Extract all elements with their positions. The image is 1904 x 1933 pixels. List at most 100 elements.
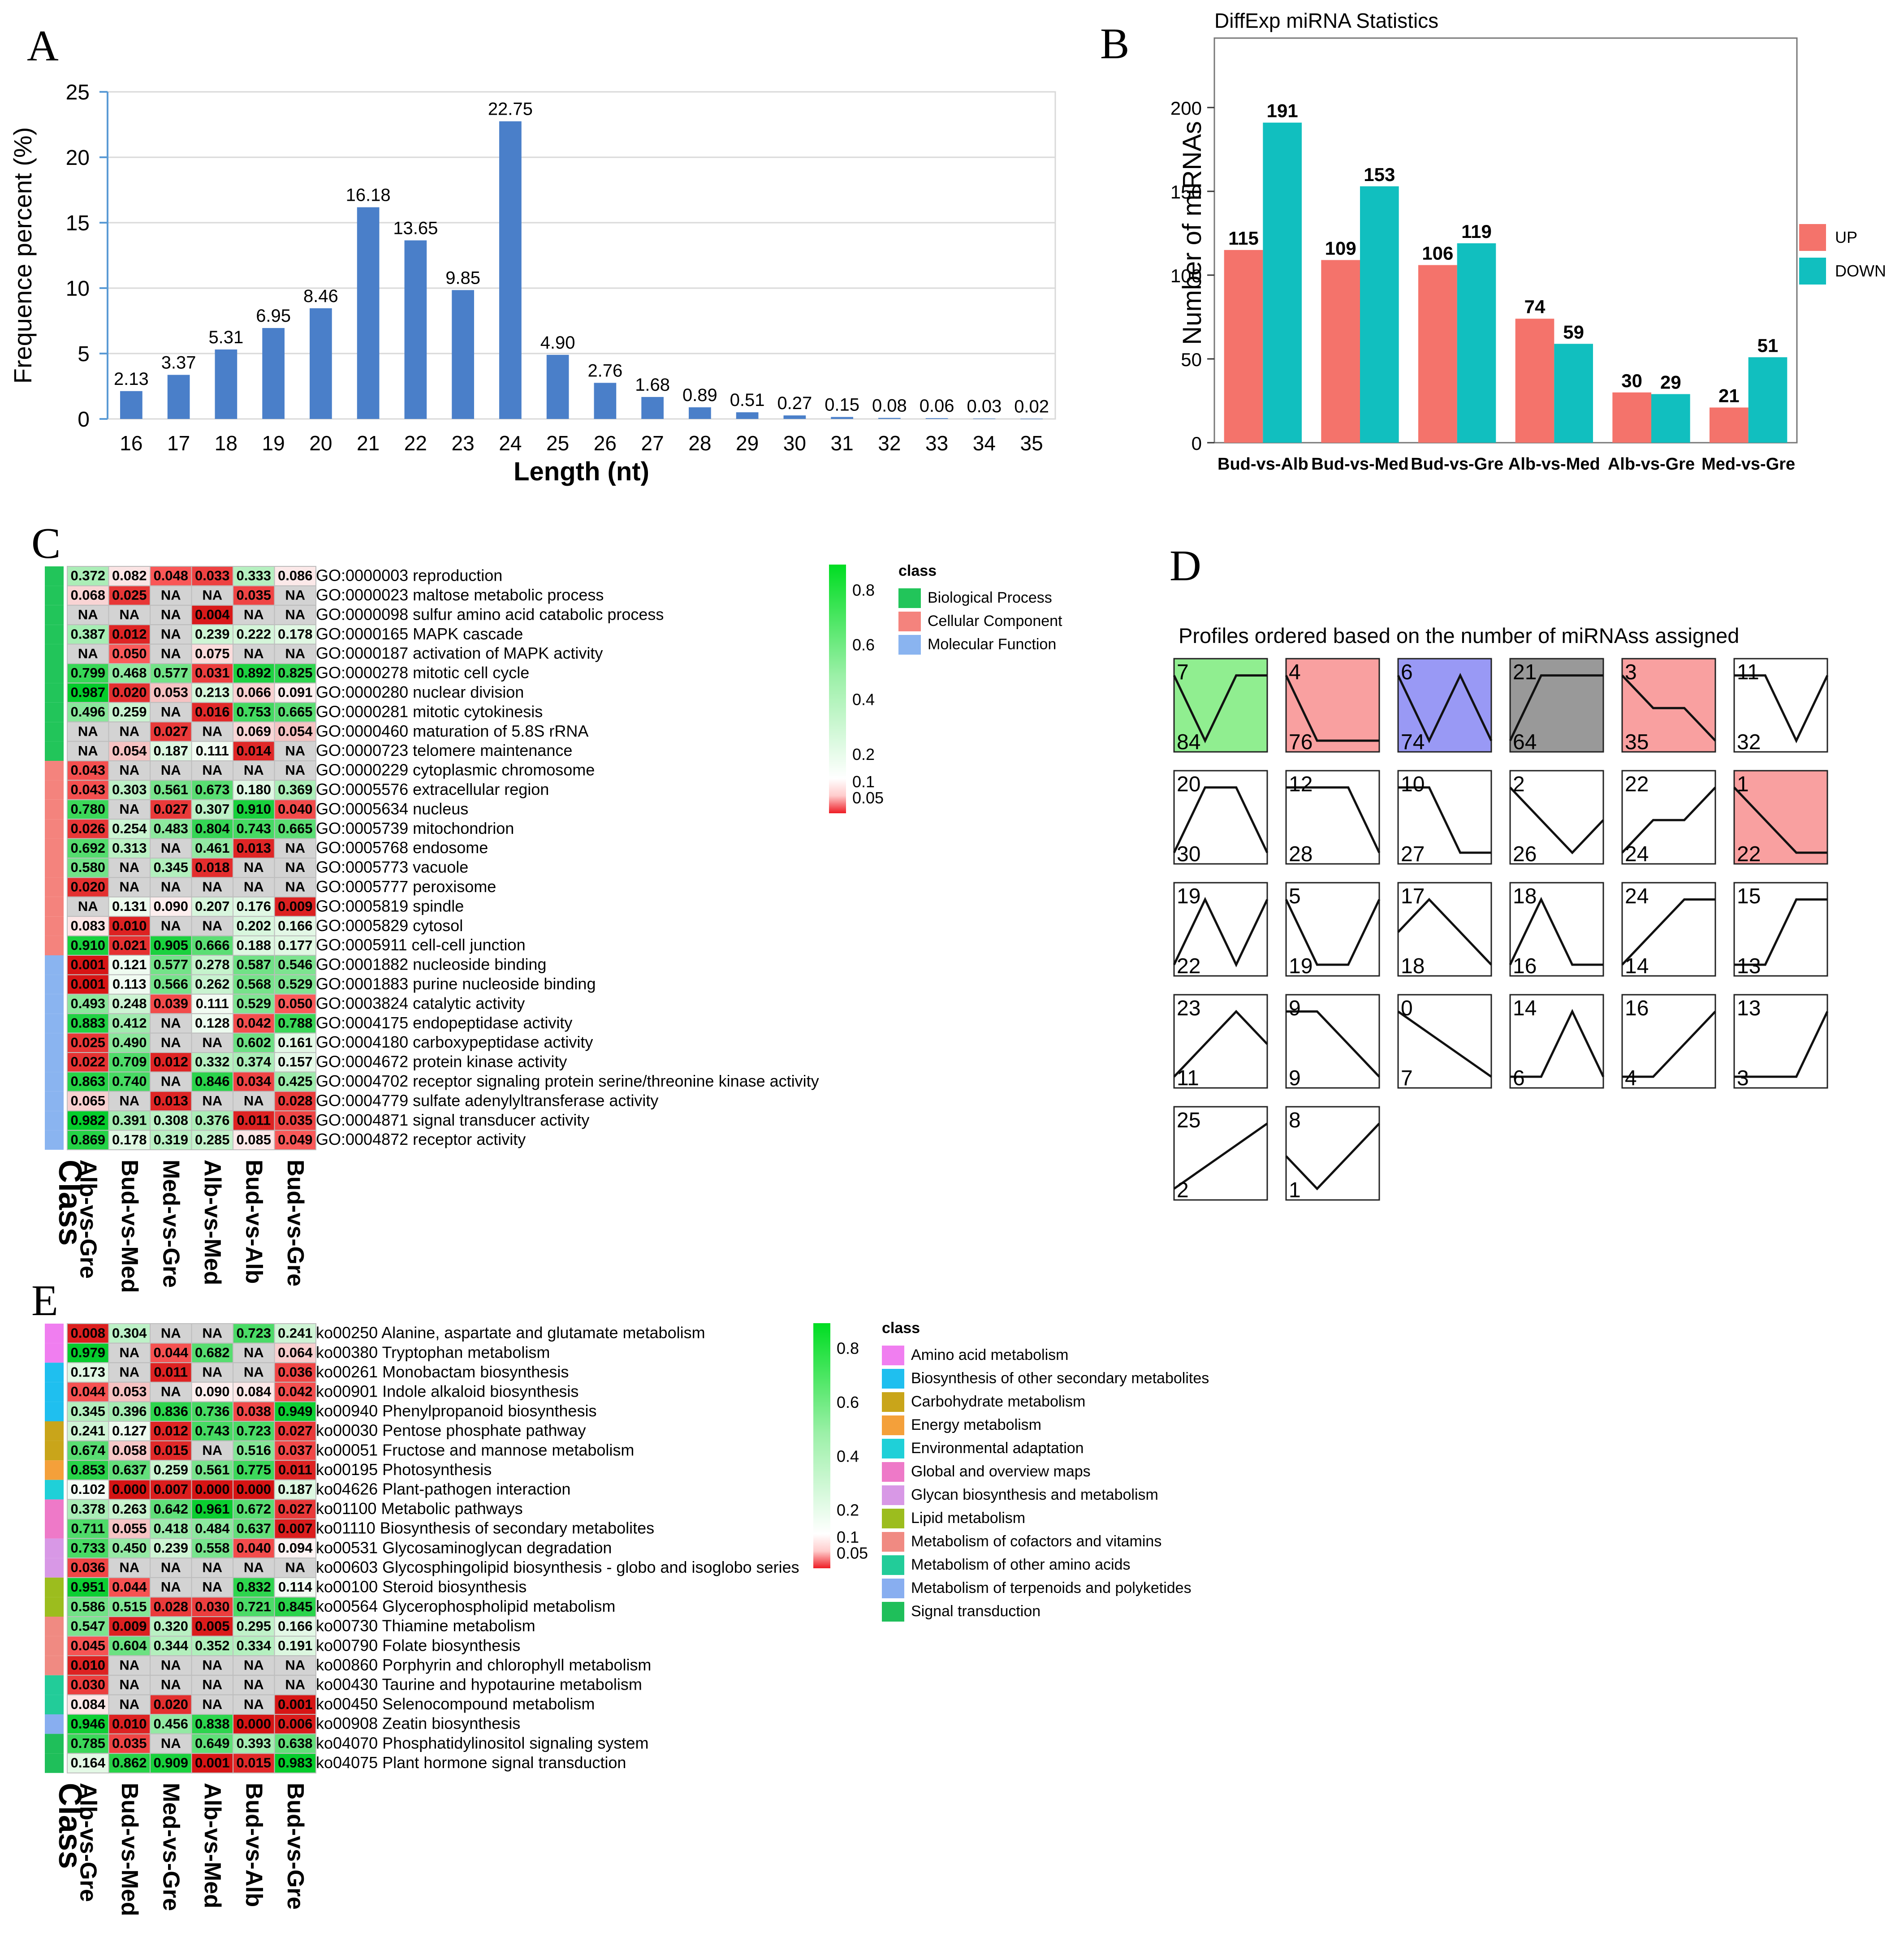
heat-cell xyxy=(191,1013,233,1034)
cell-value: 0.883 xyxy=(70,1015,105,1031)
cell-value: NA xyxy=(161,918,181,933)
panel-label-b: B xyxy=(1100,20,1129,68)
heat-cell xyxy=(67,721,109,742)
heat-cell xyxy=(191,566,233,587)
panel-label-e: E xyxy=(31,1277,58,1325)
class-cell xyxy=(45,566,64,586)
cell-value: NA xyxy=(285,840,305,856)
cell-value: 0.040 xyxy=(236,1540,271,1556)
cell-value: NA xyxy=(244,762,264,778)
heat-cell xyxy=(274,838,316,859)
profile-id: 19 xyxy=(1177,885,1200,908)
class-cell xyxy=(45,1402,64,1421)
cell-value: 0.040 xyxy=(278,801,313,817)
row-label: GO:0004672 protein kinase activity xyxy=(316,1053,567,1071)
cell-value: NA xyxy=(161,1325,181,1341)
cell-value: 0.091 xyxy=(278,685,313,700)
class-cell xyxy=(45,877,64,897)
heat-cell xyxy=(67,1071,109,1092)
heat-cell xyxy=(67,1362,109,1383)
heat-cell xyxy=(108,974,151,995)
heat-cell xyxy=(108,1091,151,1112)
cell-value: 0.020 xyxy=(153,1696,188,1712)
cell-value: 0.372 xyxy=(70,568,105,583)
y-axis-title: Frequence percent (%) xyxy=(9,127,37,384)
class-cell xyxy=(45,1558,64,1578)
x-tick-label: 17 xyxy=(167,431,190,455)
bar xyxy=(499,121,522,419)
bar xyxy=(1418,265,1457,443)
data-label: 0.03 xyxy=(967,397,1002,416)
class-cell xyxy=(45,1033,64,1053)
profile-frame xyxy=(1285,882,1380,977)
cell-value: 0.022 xyxy=(70,1054,105,1070)
heat-cell xyxy=(274,1032,316,1053)
y-tick-label: 0 xyxy=(78,408,90,431)
heat-cell xyxy=(191,955,233,975)
row-label: GO:0000281 mitotic cytokinesis xyxy=(316,702,543,721)
cell-value: 0.027 xyxy=(278,1501,313,1517)
heat-cell xyxy=(191,663,233,684)
y-tick-label: 200 xyxy=(1170,98,1202,119)
heat-cell xyxy=(233,1013,275,1034)
profile-line xyxy=(1173,1122,1268,1190)
legend-label: Signal transduction xyxy=(911,1603,1041,1620)
cell-value: 0.207 xyxy=(195,898,230,914)
class-cell xyxy=(45,994,64,1014)
cell-value: NA xyxy=(244,646,264,661)
profile-count: 30 xyxy=(1177,842,1200,866)
panel-d: Profiles ordered based on the number of … xyxy=(1173,624,1829,1202)
row-label: ko04626 Plant-pathogen interaction xyxy=(316,1480,570,1498)
data-label: 1.68 xyxy=(635,375,670,395)
cell-value: NA xyxy=(161,1677,181,1692)
data-label: 22.75 xyxy=(488,99,533,119)
cell-value: 0.723 xyxy=(236,1423,271,1438)
cell-value: 0.711 xyxy=(71,1520,105,1536)
profile-frame xyxy=(1733,994,1828,1089)
cell-value: 0.111 xyxy=(196,743,229,759)
heat-cell xyxy=(191,896,233,917)
cell-value: 0.515 xyxy=(112,1599,147,1614)
y-tick-label: 25 xyxy=(66,81,90,104)
cell-value: NA xyxy=(78,607,98,622)
heat-cell xyxy=(233,1499,275,1519)
heat-cell xyxy=(150,838,192,859)
data-label: 21 xyxy=(1718,385,1740,406)
x-tick-label: 33 xyxy=(925,431,948,455)
profile-count: 22 xyxy=(1737,842,1761,866)
cell-value: 0.000 xyxy=(195,1481,230,1497)
class-cell xyxy=(45,1734,64,1754)
profile-line xyxy=(1285,899,1381,966)
profile-frame xyxy=(1285,658,1380,753)
panel-b: DiffExp miRNA Statistics 0 50 100 150 200Numb… xyxy=(1170,9,1886,474)
colorbar-tick: 0.8 xyxy=(837,1339,859,1358)
cell-value: NA xyxy=(202,1579,222,1595)
heat-cell xyxy=(274,1342,316,1363)
cell-value: 0.054 xyxy=(278,723,313,739)
class-cell xyxy=(45,916,64,936)
heat-cell xyxy=(67,624,109,645)
profile-frame xyxy=(1397,994,1492,1089)
heat-cell xyxy=(67,896,109,917)
row-label: ko04075 Plant hormone signal transductio… xyxy=(316,1753,626,1772)
cell-value: 0.905 xyxy=(153,937,188,953)
cell-value: 0.979 xyxy=(70,1345,105,1360)
colorbar-tick: 0.2 xyxy=(852,745,875,764)
profile-line xyxy=(1621,786,1716,854)
cell-value: 0.586 xyxy=(70,1599,105,1614)
x-tick-label: 29 xyxy=(736,431,759,455)
heat-cell xyxy=(67,1616,109,1637)
cell-value: NA xyxy=(285,859,305,875)
heat-cell xyxy=(67,916,109,936)
cell-value: 0.042 xyxy=(236,1015,271,1031)
heat-cell xyxy=(233,1674,275,1696)
profile-frame xyxy=(1621,882,1716,977)
cell-value: 0.736 xyxy=(195,1403,230,1419)
class-cell xyxy=(45,975,64,994)
heat-cell xyxy=(108,1130,151,1151)
cell-value: 0.263 xyxy=(112,1501,147,1517)
cell-value: 0.345 xyxy=(70,1403,105,1419)
cell-value: 0.987 xyxy=(70,685,105,700)
cell-value: NA xyxy=(202,1560,222,1575)
